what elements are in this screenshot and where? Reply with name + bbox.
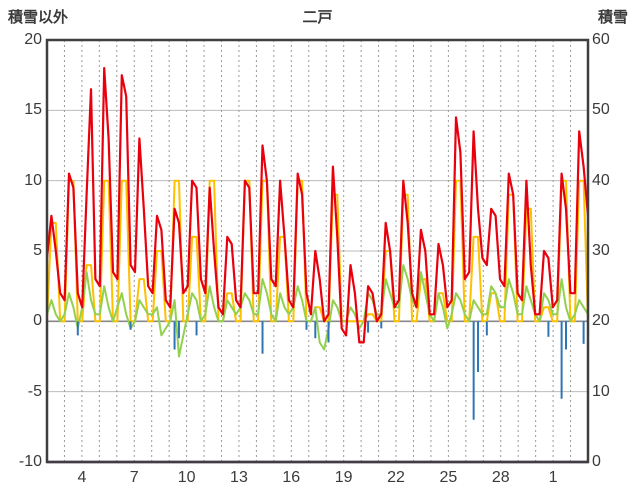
x-axis-tick-label: 22 xyxy=(387,469,405,486)
x-axis-tick-label: 1 xyxy=(548,469,558,486)
x-axis-tick-label: 7 xyxy=(129,469,139,486)
right-axis-tick-label: 10 xyxy=(592,382,610,400)
x-axis-tick-label: 25 xyxy=(439,469,458,486)
x-axis-tick-label: 19 xyxy=(334,469,353,486)
x-axis-tick-label: 13 xyxy=(230,469,248,486)
x-axis-tick-label: 10 xyxy=(177,469,196,486)
left-axis-title: 積雪以外 xyxy=(8,9,69,26)
right-axis-tick-label: 20 xyxy=(592,312,610,330)
right-axis-tick-label: 40 xyxy=(592,171,610,189)
left-axis-tick-label: 15 xyxy=(24,101,42,119)
right-axis-tick-label: 50 xyxy=(592,101,610,119)
chart-title: 二戸 xyxy=(302,9,333,26)
series-temperature-line xyxy=(45,66,590,344)
left-axis-tick-label: 5 xyxy=(33,242,42,259)
plot-border xyxy=(45,38,590,464)
x-axis-tick-label: 28 xyxy=(491,469,510,486)
right-axis-title: 積雪 xyxy=(597,9,628,26)
series-sunshine-line xyxy=(46,179,589,323)
left-axis-tick-label: 0 xyxy=(33,312,42,330)
series-green-line xyxy=(46,264,589,358)
left-axis-tick-label: -10 xyxy=(18,453,42,470)
x-axis-tick-label: 4 xyxy=(77,469,87,486)
x-axis-tick-label: 16 xyxy=(282,469,301,486)
left-axis-tick-label: 10 xyxy=(24,171,42,189)
right-axis-tick-label: 60 xyxy=(592,31,610,48)
left-axis-tick-label: -5 xyxy=(27,382,42,400)
right-axis-tick-label: 0 xyxy=(592,453,601,470)
right-axis-tick-label: 30 xyxy=(592,242,610,259)
left-axis-tick-label: 20 xyxy=(24,31,42,48)
